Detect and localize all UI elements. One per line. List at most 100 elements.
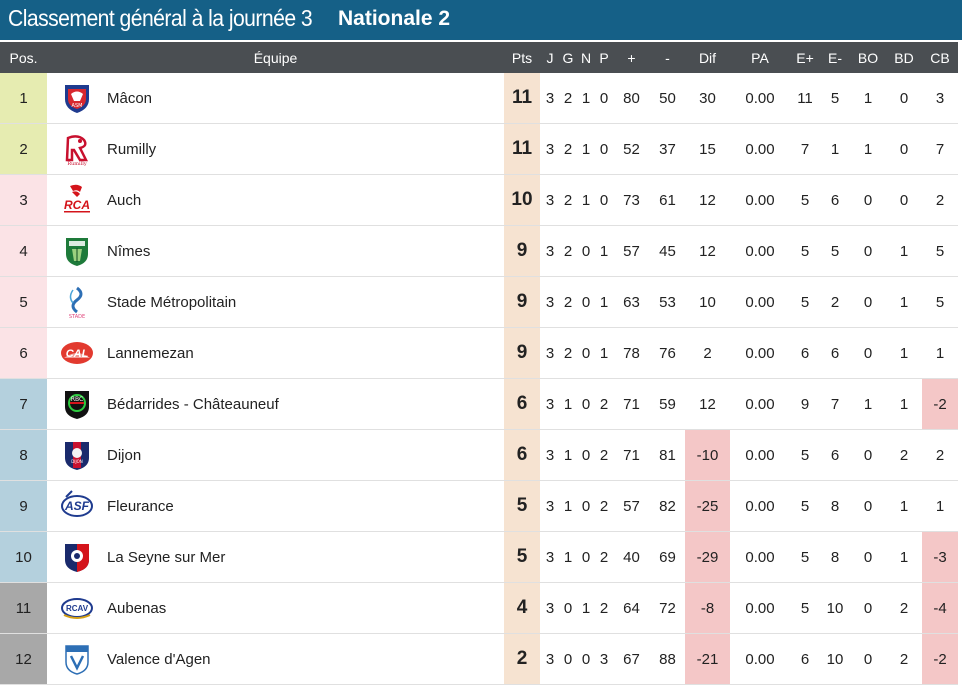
team-name[interactable]: La Seyne sur Mer	[107, 548, 226, 566]
svg-text:CAL: CAL	[66, 348, 89, 360]
header-bd[interactable]: BD	[894, 49, 914, 66]
j-cell: 3	[545, 191, 555, 209]
minus-cell: 88	[659, 650, 676, 668]
table-row[interactable]: 12 Valence d'Agen 2 3 0 0 3 67 88 -21 0.00 6 10 0 2 -2	[0, 634, 962, 685]
position-cell: 3	[0, 175, 47, 225]
position-cell: 2	[0, 124, 47, 174]
g-cell: 2	[563, 191, 573, 209]
position-cell: 1	[0, 73, 47, 123]
position-cell: 5	[0, 277, 47, 327]
header-plus[interactable]: +	[627, 49, 636, 66]
n-cell: 0	[581, 395, 591, 413]
pts-cell: 6	[504, 430, 540, 480]
macon-logo: ASM	[47, 73, 107, 123]
bd-cell: 1	[899, 497, 909, 515]
bd-cell: 1	[899, 344, 909, 362]
j-cell: 3	[545, 446, 555, 464]
eminus-cell: 10	[826, 599, 844, 617]
team-name[interactable]: Rumilly	[107, 140, 157, 158]
pa-cell: 0.00	[745, 497, 775, 515]
team-name[interactable]: Nîmes	[107, 242, 151, 260]
table-row[interactable]: 5 STADE Stade Métropolitain 9 3 2 0 1 63 53 10 0.00…	[0, 277, 962, 328]
valence-agen-logo	[47, 634, 107, 684]
p-cell: 1	[599, 344, 609, 362]
header-g[interactable]: G	[562, 49, 574, 66]
auch-logo: RCA	[47, 175, 107, 225]
dijon-logo: DIJON	[47, 430, 107, 480]
header-j[interactable]: J	[546, 49, 554, 66]
table-row[interactable]: 4 Nîmes 9 3 2 0 1 57 45 12 0.00 5 5 0 1 5	[0, 226, 962, 277]
g-cell: 2	[563, 242, 573, 260]
page-title: Classement général à la journée 3	[8, 5, 313, 31]
team-name[interactable]: Mâcon	[107, 89, 153, 107]
pts-cell: 11	[504, 124, 540, 174]
header-minus[interactable]: -	[665, 49, 670, 66]
header-pa[interactable]: PA	[751, 49, 769, 66]
bo-cell: 0	[863, 497, 873, 515]
header-n[interactable]: N	[580, 49, 592, 66]
n-cell: 0	[581, 446, 591, 464]
team-name[interactable]: Lannemezan	[107, 344, 194, 362]
dif-cell: 30	[699, 89, 716, 107]
plus-cell: 67	[623, 650, 640, 668]
eminus-cell: 2	[830, 293, 840, 311]
table-row[interactable]: 7 RBC Bédarrides - Châteauneuf 6 3 1 0 2 71 59 12 0…	[0, 379, 962, 430]
eplus-cell: 5	[800, 548, 810, 566]
rumilly-logo: Rumilly	[47, 124, 107, 174]
cb-cell: 1	[935, 344, 945, 362]
j-cell: 3	[545, 344, 555, 362]
team-name[interactable]: Valence d'Agen	[107, 650, 211, 668]
plus-cell: 52	[623, 140, 640, 158]
header-eminus[interactable]: E-	[828, 49, 842, 66]
dif-cell: 10	[699, 293, 716, 311]
minus-cell: 72	[659, 599, 676, 617]
table-row[interactable]: 1 ASM Mâcon 11 3 2 1 0 80 50 30 0.00 11 5 1 0 3	[0, 73, 962, 124]
minus-cell: 59	[659, 395, 676, 413]
svg-text:RBC: RBC	[71, 396, 83, 403]
p-cell: 2	[599, 599, 609, 617]
pts-cell: 11	[504, 73, 540, 123]
minus-cell: 53	[659, 293, 676, 311]
header-team[interactable]: Équipe	[253, 49, 298, 66]
p-cell: 0	[599, 191, 609, 209]
team-name[interactable]: Aubenas	[107, 599, 167, 617]
team-name[interactable]: Fleurance	[107, 497, 174, 515]
header-p[interactable]: P	[599, 49, 609, 66]
cb-cell: 1	[935, 497, 945, 515]
n-cell: 0	[581, 242, 591, 260]
table-header: Pos. Équipe Pts J G N P + - Dif PA E+ E-…	[0, 42, 962, 73]
team-name[interactable]: Bédarrides - Châteauneuf	[107, 395, 279, 413]
j-cell: 3	[545, 650, 555, 668]
table-row[interactable]: 11 RCAV Aubenas 4 3 0 1 2 64 72 -8 0.00 5 10 0 2 -4	[0, 583, 962, 634]
bd-cell: 1	[899, 548, 909, 566]
plus-cell: 78	[623, 344, 640, 362]
header-dif[interactable]: Dif	[698, 49, 717, 66]
team-name[interactable]: Dijon	[107, 446, 142, 464]
pa-cell: 0.00	[745, 548, 775, 566]
table-row[interactable]: 3 RCA Auch 10 3 2 1 0 73 61 12 0.00 5 6 0 0 2	[0, 175, 962, 226]
team-name[interactable]: Stade Métropolitain	[107, 293, 237, 311]
table-row[interactable]: 6 CAL Lannemezan 9 3 2 0 1 78 76 2 0.00 6 6 0 1 1	[0, 328, 962, 379]
g-cell: 1	[563, 497, 573, 515]
header-pos[interactable]: Pos.	[9, 49, 38, 66]
table-row[interactable]: 2 Rumilly Rumilly 11 3 2 1 0 52 37 15 0.00 7 1 1 0 7	[0, 124, 962, 175]
eplus-cell: 5	[800, 293, 810, 311]
p-cell: 1	[599, 293, 609, 311]
standings-table: Pos. Équipe Pts J G N P + - Dif PA E+ E-…	[0, 42, 962, 685]
cb-cell: 5	[935, 242, 945, 260]
table-row[interactable]: 9 ASF Fleurance 5 3 1 0 2 57 82 -25 0.00 5 8 0 1 1	[0, 481, 962, 532]
pa-cell: 0.00	[745, 293, 775, 311]
n-cell: 1	[581, 191, 591, 209]
header-pts[interactable]: Pts	[511, 49, 533, 66]
bo-cell: 0	[863, 293, 873, 311]
header-cb[interactable]: CB	[930, 49, 950, 66]
bo-cell: 0	[863, 599, 873, 617]
pts-cell: 9	[504, 277, 540, 327]
dif-cell: -21	[685, 634, 730, 684]
table-row[interactable]: 10 La Seyne sur Mer 5 3 1 0 2 40 69 -29 0.00 5 8 0 1 -3	[0, 532, 962, 583]
header-bo[interactable]: BO	[857, 49, 879, 66]
position-cell: 9	[0, 481, 47, 531]
header-eplus[interactable]: E+	[796, 49, 814, 66]
table-row[interactable]: 8 DIJON Dijon 6 3 1 0 2 71 81 -10 0.00 5 6 0 2 2	[0, 430, 962, 481]
team-name[interactable]: Auch	[107, 191, 142, 209]
